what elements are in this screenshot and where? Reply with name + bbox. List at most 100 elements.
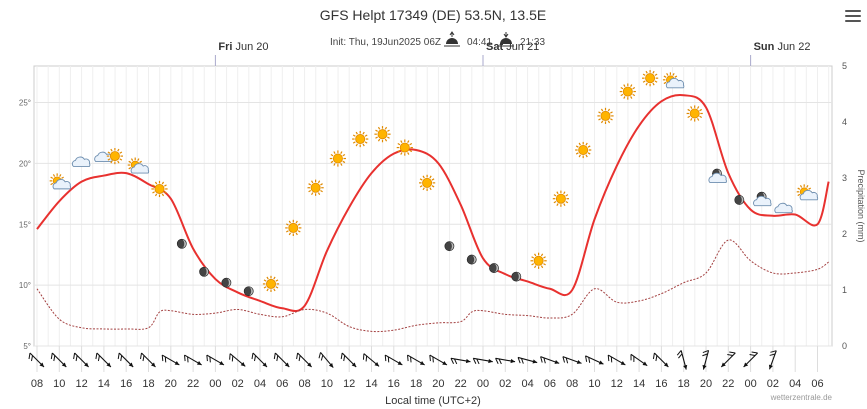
wind-barb-feather [607, 355, 610, 362]
sun-ray [543, 263, 546, 266]
sun-ray [699, 108, 703, 112]
sun-ray [422, 175, 425, 179]
wind-barb-feather [702, 353, 708, 357]
wind-barb-feather [517, 357, 521, 364]
sun-icon [106, 147, 123, 165]
wind-barb-feather [31, 355, 33, 362]
moon-shade [471, 255, 476, 264]
wind-barb-feather [50, 352, 53, 360]
sun-ray [652, 70, 655, 74]
sun-ray [161, 193, 165, 197]
sun-disc [310, 182, 321, 193]
temperature-series-line [36, 93, 830, 313]
sun-ray [632, 93, 636, 97]
sun-disc [422, 177, 433, 188]
sun-ray [285, 223, 289, 226]
sun-ray [645, 70, 648, 74]
wind-barb-arrow [721, 362, 726, 367]
wind-barb-feather [140, 352, 142, 360]
sun-ray [663, 75, 667, 78]
sun-disc [154, 183, 165, 194]
sun-cloud-icon [127, 157, 150, 174]
wind-barb-feather [28, 352, 31, 360]
sun-ray [607, 108, 611, 112]
cloud-shape [71, 156, 91, 167]
wind-barb-feather [276, 355, 279, 362]
sun-ray [263, 286, 267, 289]
sun-ray [690, 118, 693, 121]
sun-ray [534, 253, 537, 257]
wind-barb-icon [562, 356, 582, 364]
wind-barb-feather [209, 356, 211, 363]
wind-barb-icon [768, 350, 777, 370]
wind-barb-icon [384, 354, 403, 366]
wind-barb-arrow [307, 362, 312, 367]
wind-barb-icon [362, 353, 380, 367]
sun-ray [384, 126, 388, 130]
wind-barb-feather [565, 357, 569, 364]
sun-cloud-icon [796, 184, 819, 201]
sun-ray [687, 115, 691, 119]
sun-ray [154, 193, 158, 197]
wind-barb-arrow [554, 359, 560, 364]
x-tick-label: 14 [365, 378, 377, 390]
sun-disc [265, 278, 276, 289]
sun-icon [329, 150, 346, 167]
wind-barb-icon [206, 354, 225, 366]
wind-barb-arrow [663, 362, 669, 367]
wind-barb-icon [472, 357, 493, 365]
sun-ray [273, 288, 276, 292]
sun-ray [610, 111, 613, 114]
sun-icon [151, 180, 168, 198]
wind-barb-feather [97, 355, 100, 362]
sun-icon [552, 190, 569, 207]
sun-disc [288, 222, 299, 233]
sun-ray [409, 149, 413, 153]
sun-ray [409, 142, 413, 146]
sun-rays [686, 105, 703, 122]
hamburger-menu-icon[interactable] [845, 10, 861, 24]
sun-ray [431, 178, 435, 181]
sun-ray [534, 265, 537, 269]
moon-shade [248, 287, 253, 296]
sun-ray [543, 256, 546, 259]
wind-barb-icon [450, 357, 471, 365]
x-tick-label: 00 [744, 378, 756, 390]
x-tick-label: 18 [678, 378, 690, 390]
wind-barb-icon [702, 349, 710, 370]
sun-ray [377, 138, 381, 142]
wind-barb-feather [320, 354, 324, 361]
wind-barb-feather [365, 355, 368, 362]
sun-ray [553, 194, 557, 197]
day-label-weekday: Fri [218, 41, 235, 53]
moon-shade [739, 195, 744, 205]
x-tick-label: 12 [75, 378, 87, 390]
sun-ray [630, 84, 633, 88]
wind-barb-icon [73, 352, 89, 368]
wind-barb-arrow [702, 364, 707, 370]
sun-rays [530, 252, 547, 269]
sun-ray [342, 153, 346, 157]
wind-barb-feather [450, 358, 455, 364]
sun-ray [275, 286, 279, 289]
sun-ray [632, 86, 636, 90]
wind-barb-feather [273, 352, 276, 360]
sun-ray [288, 232, 292, 236]
y-tick-label: 20° [19, 159, 31, 168]
wind-barb-feather [120, 355, 123, 362]
wind-barb-feather [678, 353, 683, 359]
sun-ray [375, 136, 378, 139]
plot-frame [33, 65, 833, 347]
x-tick-label: 06 [276, 378, 288, 390]
wind-barb-arrow [374, 362, 380, 367]
wind-barb-icon [318, 352, 334, 368]
sun-ray [797, 193, 801, 197]
wind-barb-feather [387, 356, 390, 363]
sun-ray [556, 191, 559, 195]
sun-rays [619, 83, 636, 100]
wind-barb-icon [273, 352, 290, 368]
x-tick-label: 12 [611, 378, 623, 390]
wind-barb-feather [432, 356, 434, 363]
wind-barb-arrow [768, 364, 773, 370]
wind-barb-icon [630, 353, 648, 367]
